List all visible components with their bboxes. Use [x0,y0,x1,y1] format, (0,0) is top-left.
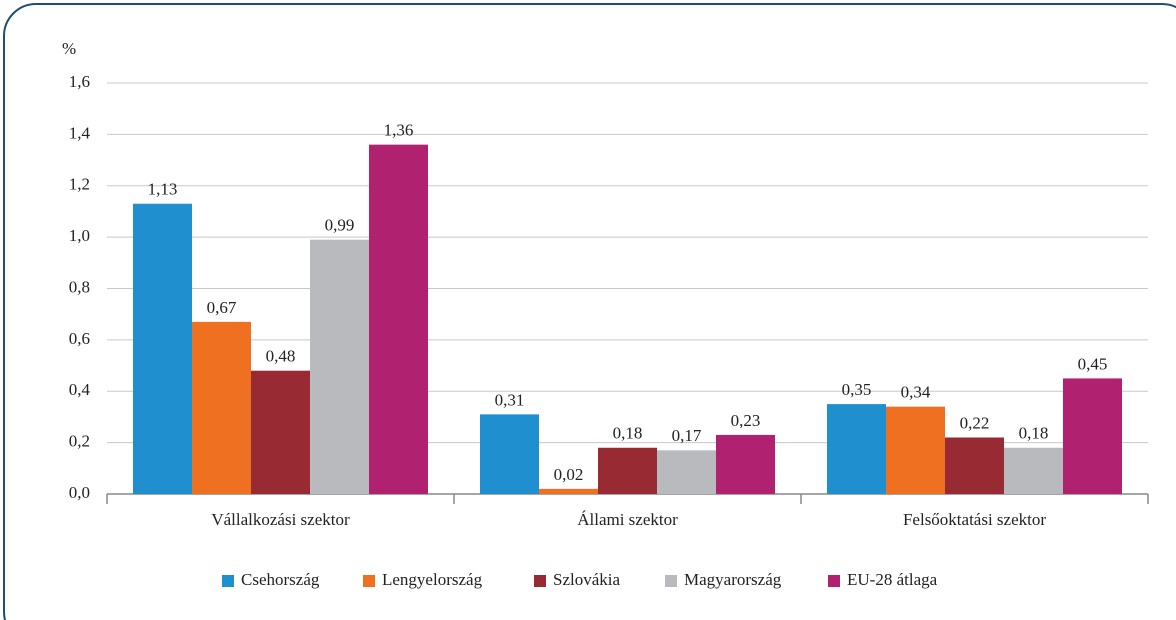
bar [598,447,657,494]
bar [480,414,539,494]
legend-label: Lengyelország [382,570,483,589]
data-label: 0,18 [613,424,643,443]
y-tick-label: 1,4 [69,123,91,142]
bar [945,437,1004,494]
x-tick-label: Felsőoktatási szektor [903,510,1046,529]
data-label: 0,17 [672,426,702,445]
y-tick-label: 0,0 [69,483,90,502]
y-tick-label: 0,2 [69,432,90,451]
x-tick-label: Állami szektor [577,510,678,529]
legend-swatch [363,575,375,587]
legend-swatch [828,575,840,587]
y-tick-label: 1,6 [69,72,90,91]
frame [3,3,1176,620]
bar [1063,378,1122,494]
data-label: 1,13 [148,180,178,199]
bar [886,406,945,494]
data-label: 0,02 [554,465,584,484]
data-label: 0,45 [1078,354,1108,373]
legend-swatch [534,575,546,587]
legend-label: Szlovákia [553,570,620,589]
y-tick-label: 0,6 [69,329,90,348]
data-label: 0,99 [325,216,355,235]
bar [251,370,310,494]
data-label: 0,48 [266,347,296,366]
y-tick-label: 1,0 [69,226,90,245]
y-tick-label: 1,2 [69,175,90,194]
bar [133,203,192,494]
legend-label: Csehország [241,570,320,589]
data-label: 0,23 [731,411,761,430]
legend-swatch [665,575,677,587]
bar [369,144,428,494]
data-label: 0,18 [1019,424,1049,443]
y-tick-label: 0,8 [69,277,90,296]
y-axis-label: % [62,39,76,58]
bar [657,450,716,494]
y-tick-label: 0,4 [69,380,91,399]
data-label: 0,67 [207,298,237,317]
bar [310,239,369,494]
bar [827,404,886,494]
data-label: 0,31 [495,390,525,409]
bar [716,434,775,494]
legend-label: Magyarország [684,570,782,589]
data-label: 0,22 [960,413,990,432]
data-label: 1,36 [384,121,414,140]
bar [192,321,251,494]
legend-swatch [222,575,234,587]
bar [1004,447,1063,494]
x-tick-label: Vállalkozási szektor [211,510,350,529]
data-label: 0,35 [842,380,872,399]
data-label: 0,34 [901,383,931,402]
legend-label: EU-28 átlaga [847,570,938,589]
bar [539,488,598,494]
